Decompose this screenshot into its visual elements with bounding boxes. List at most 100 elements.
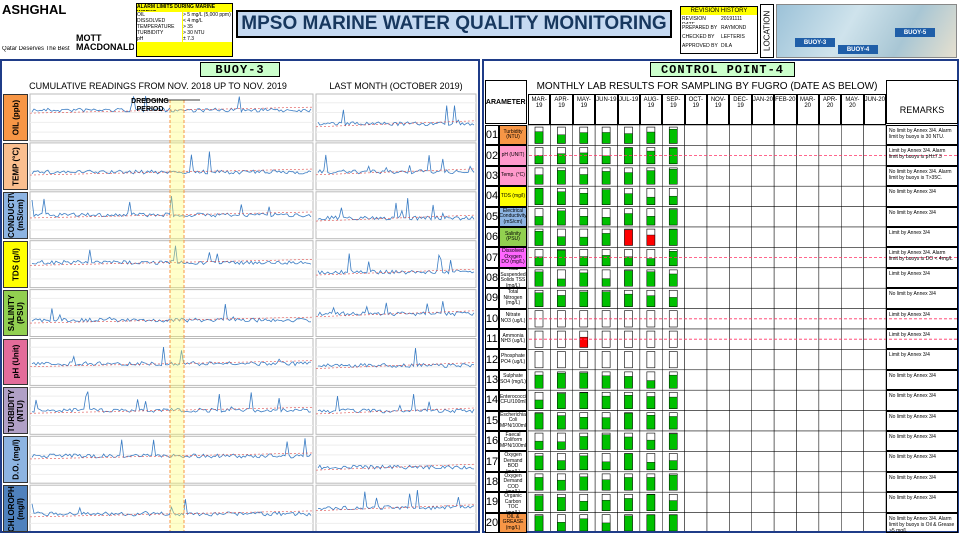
param-label-text: pH (Unit) [11,339,20,385]
month-header: DEC-19 [729,94,751,125]
remark: No limit by Annex 3/4 [886,472,958,492]
remark: Limit by Annex 3/4 [886,227,958,247]
control-title: CONTROL POINT-4 [650,62,795,77]
remark: No limit by Annex 3/4. Alarm limit by bu… [886,513,958,533]
month-header: JAN-20 [752,94,774,125]
row-number: 10 [485,309,499,329]
param-label-text: CHLOROPHYLL (mg/l) [7,486,25,532]
row-number: 02 [485,145,499,165]
month-header: NOV-19 [707,94,729,125]
revision-value: 20191111 [721,16,757,24]
map-label: BUOY-5 [895,28,935,37]
remark: Limit by Annex 3/4 [886,309,958,329]
remark: No limit by Annex 3/4. Alarm limit by bu… [886,166,958,186]
month-header: MAY-20 [841,94,863,125]
revision-value: RAYMOND [721,25,757,33]
row-name: Ammonia NH3 (ug/L) [499,329,527,349]
row-number: 13 [485,370,499,390]
location-label: LOCATION [760,4,774,58]
month-header: MAY-19 [573,94,595,125]
remark: No limit by Annex 3/4 [886,492,958,512]
row-number: 11 [485,329,499,349]
row-number: 12 [485,349,499,369]
row-number: 01 [485,125,499,145]
dredging-label: DREDGING PERIOD [120,97,180,115]
remark: No limit by Annex 3/4. Alarm limit by bu… [886,125,958,145]
param-label-text: TURBIDITY (NTU) [7,388,25,434]
alarm-title: ALARM LIMITS DURING MARINE WORKS [137,4,232,11]
revision-key: REVISION DATE [682,16,720,24]
row-name: Dissolved Oxygen DO (mg/L) [499,247,527,267]
row-number: 19 [485,492,499,512]
row-number: 14 [485,390,499,410]
row-number: 07 [485,247,499,267]
revision-key: APPROVED BY [682,43,720,51]
param-label: TURBIDITY (NTU) [3,387,28,434]
row-number: 08 [485,268,499,288]
month-header: MAR-20 [797,94,819,125]
month-header: JUL-19 [618,94,640,125]
dashboard: ASHGHALQatar Deserves The BestMOTT MACDO… [0,0,959,533]
map-label: BUOY-3 [795,38,835,47]
row-name: pH (UNIT) [499,145,527,165]
map-label: BUOY-4 [838,45,878,54]
revision-title: REVISION HISTORY [681,7,757,15]
month-header: SEP-19 [662,94,684,125]
revision-value: DILA [721,43,757,51]
last-month-title: LAST MONTH (OCTOBER 2019) [316,80,476,92]
row-number: 04 [485,186,499,206]
month-header: APR-19 [550,94,572,125]
param-label: pH (Unit) [3,339,28,386]
month-header: JUN-19 [595,94,617,125]
buoy-title: BUOY-3 [200,62,280,77]
row-name: Sulphate SO4 (mg/L) [499,370,527,390]
remark: No limit by Annex 3/4 [886,411,958,431]
remark: No limit by Annex 3/4 [886,451,958,471]
row-name: Phosphate PO4 (ug/L) [499,349,527,369]
remark: No limit by Annex 3/4 [886,390,958,410]
remark: No limit by Annex 3/4 [886,186,958,206]
month-header: APR-20 [819,94,841,125]
param-label-text: TEMP (°C) [11,143,20,189]
param-label-text: TDS (g/l) [11,241,20,287]
param-label: TEMP (°C) [3,143,28,190]
param-label: D.O. (mg/l) [3,436,28,483]
row-name: Chemical Oxygen Demand COD (mg/L) [499,472,527,492]
logo-tagline: Qatar Deserves The Best [2,46,77,56]
revision-key: PREPARED BY [682,25,720,33]
revision-key: CHECKED BY [682,34,720,42]
cumulative-title: CUMULATIVE READINGS FROM NOV. 2018 UP TO… [4,80,312,92]
remark: Limit by Annex 3/4. Alarm limit by buoys… [886,145,958,165]
month-header: OCT-19 [685,94,707,125]
param-label-text: D.O. (mg/l) [11,437,20,483]
param-label: CONDUCTIVITY (mS/cm) [3,192,28,239]
param-label: CHLOROPHYLL (mg/l) [3,485,28,532]
row-name: Total Nitrogen (mg/L) [499,288,527,308]
row-number: 18 [485,472,499,492]
remark: No limit by Annex 3/4 [886,288,958,308]
remark: Limit by Annex 3/4 [886,268,958,288]
parameters-header: PARAMETERS [485,80,527,124]
row-number: 06 [485,227,499,247]
row-number: 09 [485,288,499,308]
remark: No limit by Annex 3/4 [886,207,958,227]
row-name: Nitrate NO3 (ug/L) [499,309,527,329]
row-name: Temp. (°C) [499,166,527,186]
month-header: MAR-19 [528,94,550,125]
row-number: 17 [485,451,499,471]
param-label: TDS (g/l) [3,241,28,288]
param-label-text: OIL (ppb) [11,94,20,140]
remarks-header: REMARKS [886,80,958,124]
remark: Limit by Annex 3/4. Alarm limit by buoys… [886,247,958,267]
row-name: Escherichia Coli (MPN/100ml) [499,411,527,431]
row-number: 05 [485,207,499,227]
row-name: Enterococci (CFU/100ml) [499,390,527,410]
remark: No limit by Annex 3/4 [886,431,958,451]
alarm-value: ± 7.3 [183,36,232,42]
main-title: MPSO MARINE WATER QUALITY MONITORING [236,10,672,38]
panel-border [0,59,480,533]
row-name: Biological Oxygen Demand BOD (mg/L) [499,451,527,471]
remark: Limit by Annex 3/4 [886,349,958,369]
row-name: Total Suspended Solids TSS (mg/L) [499,268,527,288]
row-name: OIL & GREASE (mg/L) [499,513,527,533]
